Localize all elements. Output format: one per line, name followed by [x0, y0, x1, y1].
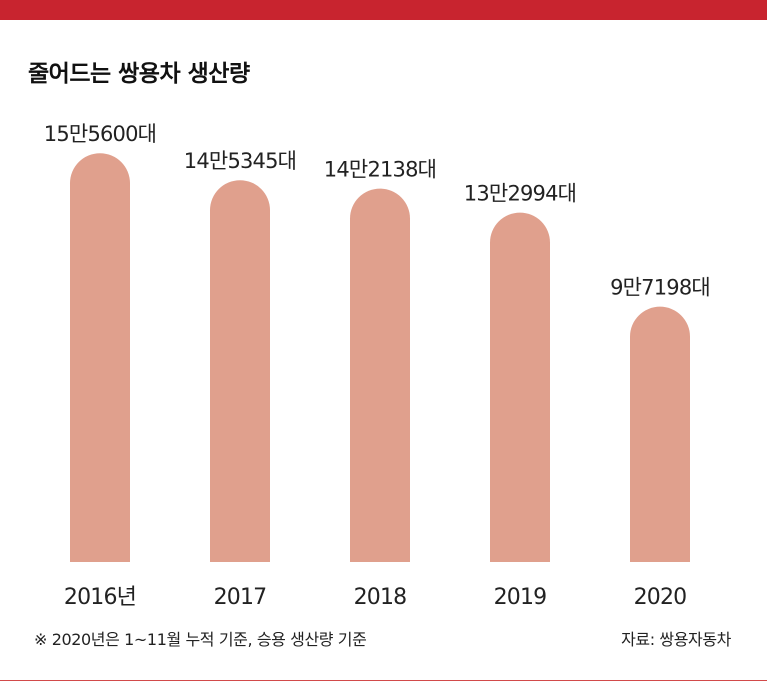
x-tick-label-2: 2018: [354, 585, 407, 610]
chart-title: 줄어드는 쌍용차 생산량: [28, 61, 250, 87]
footnote: ※ 2020년은 1~11월 누적 기준, 승용 생산량 기준: [34, 630, 367, 649]
bar-2: [350, 188, 410, 562]
data-label-1: 14만5345대: [184, 149, 296, 173]
bar-1: [210, 180, 270, 562]
x-tick-label-0: 2016년: [64, 585, 136, 610]
data-label-2: 14만2138대: [324, 158, 436, 182]
data-label-3: 13만2994대: [464, 182, 576, 206]
bottom-divider: [0, 680, 767, 681]
x-tick-label-3: 2019: [494, 585, 547, 610]
bar-0: [70, 153, 130, 562]
data-label-0: 15만5600대: [44, 122, 156, 146]
x-tick-label-4: 2020: [634, 585, 687, 610]
x-tick-label-1: 2017: [214, 585, 267, 610]
source-note: 자료: 쌍용자동차: [621, 630, 731, 649]
data-label-4: 9만7198대: [610, 276, 710, 300]
top-accent-bar: [0, 0, 767, 20]
bar-3: [490, 212, 550, 562]
bar-4: [630, 306, 690, 562]
